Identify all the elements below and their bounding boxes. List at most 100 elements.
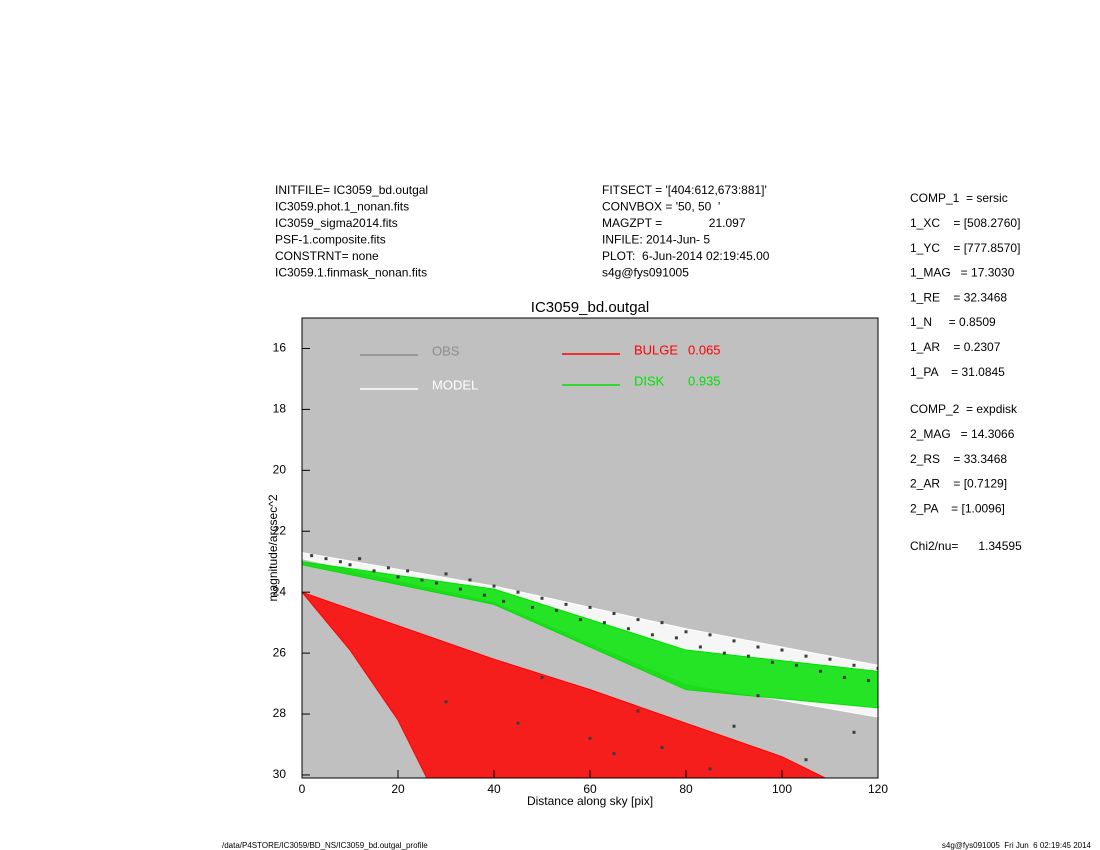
obs-point	[386, 566, 390, 570]
y-tick-label: 26	[273, 645, 287, 659]
obs-point	[660, 746, 664, 750]
obs-point	[818, 669, 822, 673]
obs-point	[636, 709, 640, 713]
obs-point	[804, 654, 808, 658]
obs-point	[852, 730, 856, 734]
obs-point	[540, 675, 544, 679]
obs-point	[612, 611, 616, 615]
header-text: COMP_1 = sersic	[910, 191, 1008, 205]
obs-point	[434, 581, 438, 585]
obs-point	[828, 657, 832, 661]
obs-point	[602, 621, 606, 625]
obs-point	[794, 663, 798, 667]
y-axis-label: magnitude/arcsec^2	[266, 494, 280, 601]
obs-point	[310, 554, 314, 558]
obs-point	[444, 572, 448, 576]
header-text: s4g@fys091005	[602, 266, 689, 280]
x-tick-label: 0	[299, 782, 306, 796]
obs-point	[358, 557, 362, 561]
header-text: CONVBOX = '50, 50 '	[602, 200, 720, 214]
header-text: 2_AR = [0.7129]	[910, 477, 1007, 491]
header-text: FITSECT = '[404:612,673:881]'	[602, 183, 767, 197]
chi-text: Chi2/nu= 1.34595	[910, 539, 1022, 553]
x-tick-label: 40	[487, 782, 501, 796]
obs-point	[660, 621, 664, 625]
obs-point	[482, 593, 486, 597]
obs-point	[698, 645, 702, 649]
component-band	[302, 591, 826, 778]
obs-point	[516, 590, 520, 594]
obs-point	[458, 587, 462, 591]
header-text: 2_RS = 33.3468	[910, 452, 1007, 466]
legend-label: DISK	[634, 373, 665, 388]
obs-point	[852, 663, 856, 667]
header-text: IC3059_sigma2014.fits	[275, 216, 398, 230]
obs-point	[756, 645, 760, 649]
obs-point	[516, 721, 520, 725]
obs-point	[588, 605, 592, 609]
obs-point	[612, 752, 616, 756]
x-tick-label: 120	[868, 782, 888, 796]
obs-point	[492, 584, 496, 588]
header-text: PLOT: 6-Jun-2014 02:19:45.00	[602, 249, 770, 263]
obs-point	[732, 639, 736, 643]
obs-point	[420, 578, 424, 582]
header-text: IC3059.1.finmask_nonan.fits	[275, 266, 427, 280]
obs-point	[626, 627, 630, 631]
obs-point	[564, 602, 568, 606]
header-text: 1_YC = [777.8570]	[910, 241, 1020, 255]
obs-point	[396, 575, 400, 579]
y-tick-label: 24	[273, 584, 287, 598]
header-text: 1_XC = [508.2760]	[910, 216, 1020, 230]
obs-point	[636, 618, 640, 622]
legend-label: MODEL	[432, 377, 478, 392]
header-text: PSF-1.composite.fits	[275, 233, 386, 247]
obs-point	[876, 666, 878, 670]
y-tick-label: 30	[273, 767, 287, 781]
obs-point	[746, 654, 750, 658]
legend-fraction: 0.065	[688, 342, 721, 357]
chart-title: IC3059_bd.outgal	[531, 299, 649, 316]
header-text: IC3059.phot.1_nonan.fits	[275, 200, 409, 214]
obs-point	[770, 660, 774, 664]
header-text: INFILE: 2014-Jun- 5	[602, 233, 710, 247]
header-text: 1_AR = 0.2307	[910, 340, 1001, 354]
obs-point	[708, 767, 712, 771]
legend-fraction: 0.935	[688, 373, 721, 388]
obs-point	[866, 679, 870, 683]
header-text: INITFILE= IC3059_bd.outgal	[275, 183, 428, 197]
legend-label: BULGE	[634, 342, 678, 357]
header-text: COMP_2 = expdisk	[910, 402, 1018, 416]
obs-point	[372, 569, 376, 573]
x-tick-label: 80	[679, 782, 693, 796]
obs-point	[732, 724, 736, 728]
footer-left: /data/P4STORE/IC3059/BD_NS/IC3059_bd.out…	[222, 841, 428, 850]
legend-label: OBS	[432, 343, 460, 358]
header-text: MAGZPT = 21.097	[602, 216, 746, 230]
header-text: 2_MAG = 14.3066	[910, 427, 1015, 441]
obs-point	[842, 675, 846, 679]
footer-right: s4g@fys091005 Fri Jun 6 02:19:45 2014	[942, 841, 1092, 850]
obs-point	[554, 608, 558, 612]
x-axis-label: Distance along sky [pix]	[527, 794, 653, 808]
obs-point	[338, 560, 342, 564]
obs-point	[674, 636, 678, 640]
header-text: 1_PA = 31.0845	[910, 365, 1005, 379]
header-text: 1_RE = 32.3468	[910, 290, 1007, 304]
obs-point	[406, 569, 410, 573]
plot-layer	[302, 552, 878, 778]
x-tick-label: 20	[391, 782, 405, 796]
obs-point	[650, 633, 654, 637]
obs-point	[780, 648, 784, 652]
header-text: CONSTRNT= none	[275, 249, 379, 263]
obs-point	[468, 578, 472, 582]
obs-point	[578, 618, 582, 622]
header-text: 2_PA = [1.0096]	[910, 501, 1005, 515]
obs-point	[708, 633, 712, 637]
header-text: 1_MAG = 17.3030	[910, 266, 1015, 280]
obs-point	[444, 700, 448, 704]
obs-point	[588, 736, 592, 740]
y-tick-label: 20	[273, 462, 287, 476]
